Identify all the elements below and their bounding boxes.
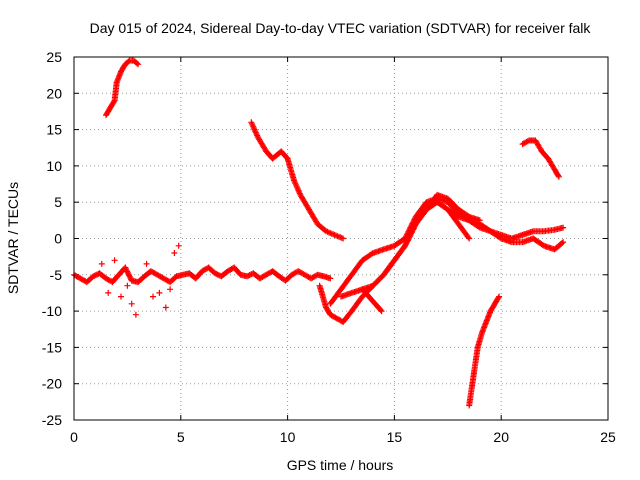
x-tick-label: 10 (280, 429, 296, 445)
data-point (162, 304, 169, 311)
y-tick-label: 15 (46, 122, 62, 138)
x-axis-label: GPS time / hours (287, 457, 394, 473)
data-point (496, 293, 503, 300)
plot-frame (73, 56, 609, 421)
data-point (128, 300, 135, 307)
y-tick-label: -5 (50, 267, 63, 283)
y-tick-label: -20 (42, 376, 62, 392)
y-tick-label: -25 (42, 412, 62, 428)
data-point (110, 98, 117, 105)
y-tick-label: 10 (46, 158, 62, 174)
x-tick-label: 25 (600, 429, 616, 445)
data-point (465, 234, 472, 241)
data-point (466, 235, 473, 242)
data-point (135, 61, 142, 68)
data-point (560, 224, 567, 231)
data-point (111, 257, 118, 264)
data-point (340, 235, 347, 242)
data-point (175, 242, 182, 249)
data-point (555, 173, 562, 180)
data-point (248, 120, 255, 127)
y-tick-label: 5 (54, 194, 62, 210)
x-tick-label: 15 (387, 429, 403, 445)
data-point (560, 239, 567, 246)
data-point (134, 60, 140, 67)
data-point (124, 282, 131, 289)
data-point (132, 311, 139, 318)
x-tick-label: 0 (70, 429, 78, 445)
y-tick-label: -10 (42, 303, 62, 319)
data-point (150, 293, 156, 300)
y-tick-label: 25 (46, 49, 62, 65)
y-tick-label: 20 (46, 85, 62, 101)
data-point (143, 260, 150, 267)
data-point (327, 275, 334, 282)
chart-title: Day 015 of 2024, Sidereal Day-to-day VTE… (90, 20, 592, 36)
data-point (98, 260, 105, 267)
x-tick-label: 20 (493, 429, 509, 445)
y-axis-label: SDTVAR / TECUs (5, 182, 21, 294)
axis-ticks: 0 5 10 15 20 25 25 20 15 10 5 0 -5 -10 -15 -20 -25 (42, 49, 616, 445)
data-point (410, 226, 417, 233)
data-point (156, 289, 163, 296)
x-tick-label: 5 (177, 429, 185, 445)
data-point (118, 293, 124, 300)
data-point (555, 172, 562, 179)
y-tick-label: -15 (42, 339, 62, 355)
data-point (495, 294, 502, 301)
data-point (559, 240, 566, 246)
data-point (105, 289, 112, 296)
data-point (377, 307, 384, 314)
data-point (167, 286, 174, 293)
y-tick-label: 0 (54, 231, 62, 247)
data-points (71, 57, 567, 409)
data-point (378, 308, 385, 315)
data-point (171, 250, 178, 256)
